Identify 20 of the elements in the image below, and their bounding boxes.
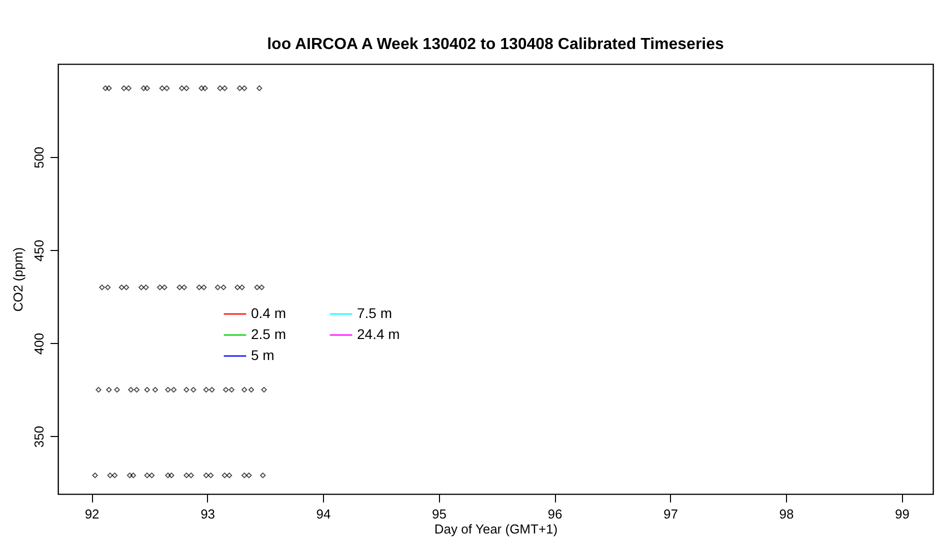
y-tick-label: 500 [32, 146, 46, 168]
x-tick-label: 94 [316, 506, 331, 522]
y-axis-title: CO2 (ppm) [10, 247, 26, 312]
legend-label: 24.4 m [357, 326, 400, 342]
legend-label: 2.5 m [251, 326, 286, 342]
x-tick-label: 96 [548, 506, 562, 522]
legend-label: 0.4 m [251, 305, 286, 321]
x-tick-label: 95 [432, 506, 447, 522]
legend-label: 5 m [251, 347, 274, 363]
x-tick-label: 98 [779, 506, 794, 522]
x-tick-label: 92 [84, 506, 100, 522]
x-tick-label: 97 [664, 506, 678, 522]
x-tick-label: 93 [200, 506, 216, 522]
y-tick-label: 450 [32, 240, 46, 262]
legend-label: 7.5 m [357, 305, 392, 321]
x-axis-title: Day of Year (GMT+1) [434, 522, 558, 536]
x-tick-label: 99 [895, 506, 910, 522]
y-tick-label: 400 [32, 332, 46, 355]
y-tick-label: 350 [32, 426, 46, 448]
chart-title: loo AIRCOA A Week 130402 to 130408 Calibrated Timeseries [267, 36, 724, 53]
